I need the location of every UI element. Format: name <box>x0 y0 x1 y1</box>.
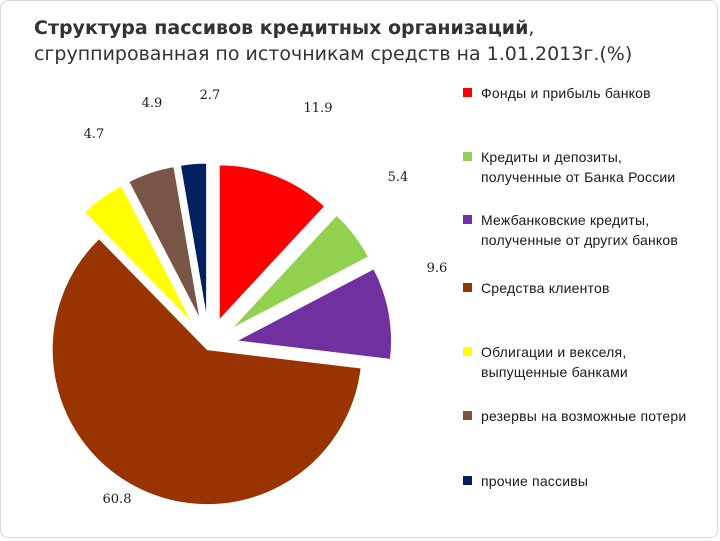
legend-swatch-6 <box>463 411 472 420</box>
data-label-3: 9.6 <box>427 261 448 276</box>
data-label-2: 5.4 <box>388 170 409 185</box>
legend-label-7: прочие пассивы <box>481 473 589 489</box>
legend-label-2: Кредиты и депозиты, полученные от Банка … <box>481 149 676 185</box>
legend-item-3: Межбанковские кредиты, полученные от дру… <box>463 210 713 250</box>
legend-label-5: Облигации и векселя, выпущенные банками <box>481 344 628 380</box>
data-label-7: 2.7 <box>200 88 221 103</box>
legend-item-1: Фонды и прибыль банков <box>463 83 713 103</box>
chart-title-rest: , сгруппированная по источникам средств … <box>34 17 633 65</box>
legend-swatch-7 <box>463 476 472 485</box>
pie-slice-4 <box>51 237 362 506</box>
legend-label-3: Межбанковские кредиты, полученные от дру… <box>481 212 679 248</box>
legend-item-4: Средства клиентов <box>463 278 713 298</box>
pie-slice-6 <box>128 166 201 320</box>
data-label-4: 60.8 <box>103 492 132 507</box>
data-label-6: 4.9 <box>142 96 163 111</box>
data-label-1: 11.9 <box>304 101 333 116</box>
pie-slice-2 <box>230 214 370 330</box>
legend-swatch-2 <box>463 152 472 161</box>
data-label-5: 4.7 <box>84 127 105 142</box>
legend-swatch-3 <box>463 215 472 224</box>
legend-swatch-1 <box>463 88 472 97</box>
legend-label-1: Фонды и прибыль банков <box>481 85 651 101</box>
legend: Фонды и прибыль банков Кредиты и депозиты… <box>463 1 713 541</box>
pie-slice-7 <box>179 162 208 319</box>
pie-slice-3 <box>234 268 393 360</box>
pie-slice-1 <box>218 164 326 322</box>
chart-title-bold: Структура пассивов кредитных организаций <box>34 17 529 39</box>
legend-item-2: Кредиты и депозиты, полученные от Банка … <box>463 147 713 187</box>
chart-title: Структура пассивов кредитных организаций… <box>34 15 704 67</box>
legend-item-5: Облигации и векселя, выпущенные банками <box>463 342 713 382</box>
legend-label-6: резервы на возможные потери <box>481 408 687 424</box>
legend-swatch-5 <box>463 347 472 356</box>
legend-label-4: Средства клиентов <box>481 280 610 296</box>
legend-item-6: резервы на возможные потери <box>463 406 713 426</box>
legend-swatch-4 <box>463 283 472 292</box>
legend-item-7: прочие пассивы <box>463 471 713 491</box>
pie-slice-5 <box>83 184 194 324</box>
